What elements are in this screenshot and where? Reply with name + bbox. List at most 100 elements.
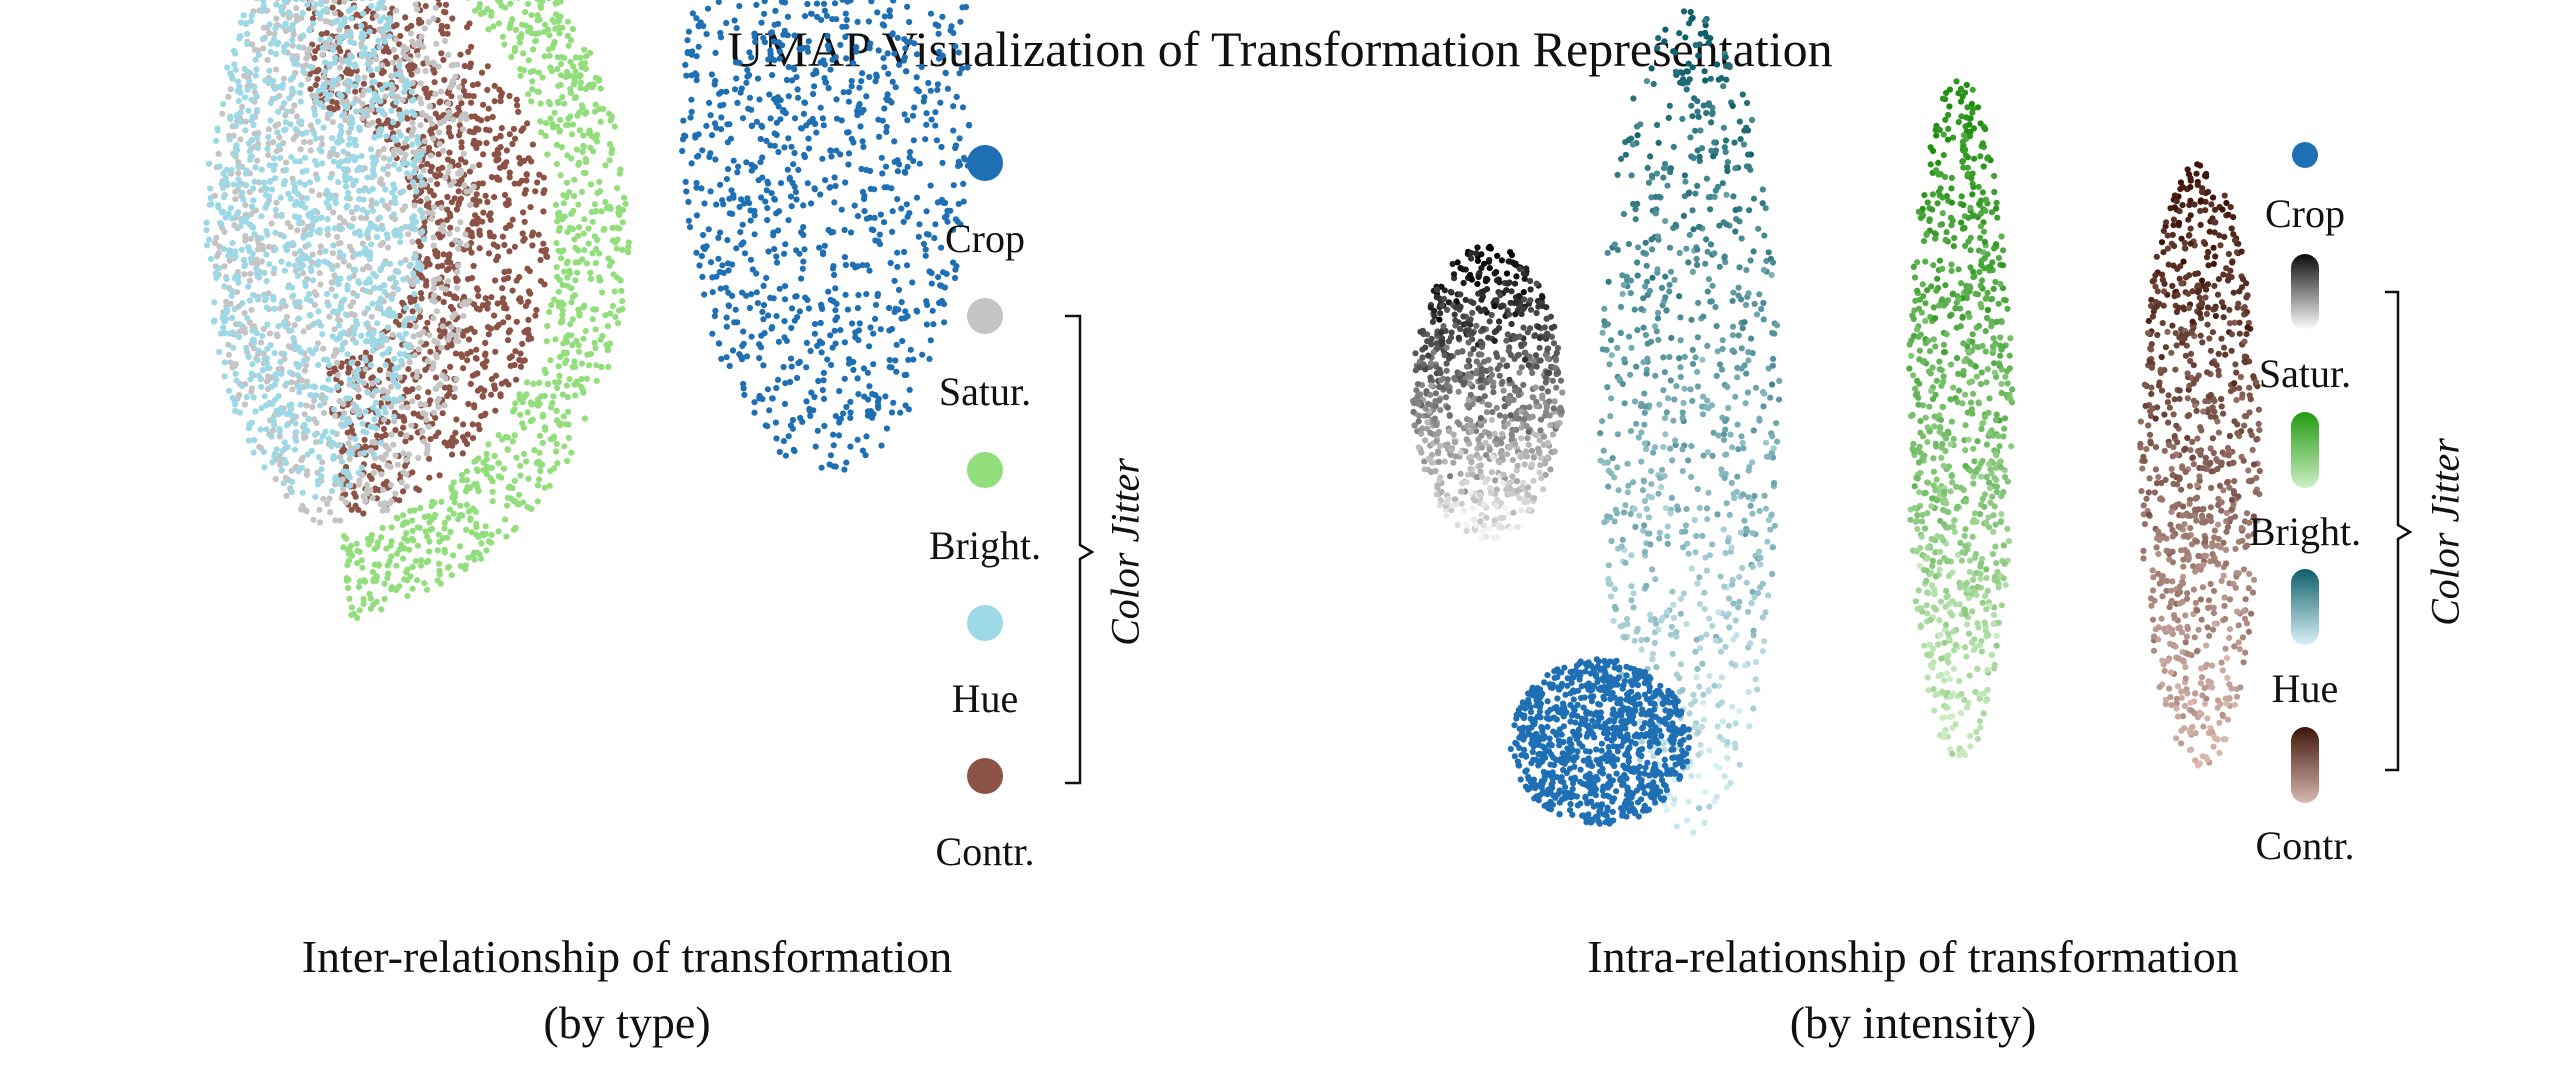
- umap-point: [433, 40, 440, 47]
- umap-point: [473, 355, 480, 362]
- umap-point: [384, 171, 391, 178]
- umap-point: [232, 407, 239, 414]
- umap-point: [390, 147, 397, 154]
- umap-point: [312, 82, 319, 89]
- umap-point: [374, 320, 381, 327]
- umap-point: [497, 93, 504, 100]
- umap-point: [425, 423, 432, 430]
- umap-point: [409, 141, 416, 148]
- umap-point: [332, 517, 339, 524]
- umap-point: [354, 547, 361, 554]
- umap-point: [241, 65, 248, 72]
- umap-point: [536, 379, 543, 386]
- umap-point: [404, 537, 411, 544]
- umap-point: [219, 313, 226, 320]
- umap-point: [359, 420, 366, 427]
- umap-point: [483, 547, 490, 554]
- umap-point: [262, 295, 269, 302]
- umap-point: [558, 144, 566, 151]
- umap-point: [548, 404, 555, 411]
- umap-point: [417, 198, 424, 205]
- umap-point: [325, 302, 332, 309]
- umap-point: [354, 76, 361, 84]
- umap-point: [538, 129, 545, 136]
- umap-point: [378, 126, 385, 133]
- umap-point: [785, 93, 792, 100]
- umap-point: [342, 311, 349, 318]
- umap-point: [582, 328, 589, 335]
- umap-point: [561, 100, 568, 107]
- umap-point: [386, 346, 393, 353]
- umap-point: [517, 65, 524, 73]
- umap-point: [272, 371, 279, 378]
- umap-point: [254, 106, 261, 114]
- umap-point: [541, 484, 548, 491]
- umap-point: [250, 197, 257, 204]
- umap-point: [408, 422, 415, 429]
- umap-point: [453, 112, 460, 119]
- umap-point: [297, 384, 304, 391]
- umap-point: [513, 96, 520, 103]
- umap-point: [516, 154, 523, 161]
- umap-point: [378, 534, 385, 541]
- umap-point: [589, 218, 596, 225]
- umap-point: [243, 344, 250, 351]
- umap-point: [483, 450, 490, 458]
- umap-point: [352, 339, 359, 346]
- umap-point: [693, 249, 700, 256]
- umap-point: [483, 126, 490, 133]
- umap-point: [842, 10, 849, 17]
- umap-point: [537, 4, 545, 11]
- umap-point: [411, 41, 418, 49]
- umap-point: [307, 63, 314, 70]
- umap-point: [212, 269, 219, 276]
- umap-point: [369, 347, 376, 354]
- umap-point: [473, 524, 480, 531]
- umap-point: [315, 66, 322, 74]
- umap-point: [545, 98, 552, 105]
- umap-point: [557, 353, 564, 360]
- umap-point: [417, 207, 424, 214]
- umap-point: [320, 8, 327, 15]
- umap-point: [404, 388, 411, 395]
- umap-point: [321, 409, 328, 417]
- umap-point: [564, 229, 571, 236]
- umap-point: [536, 432, 544, 439]
- umap-point: [319, 331, 326, 338]
- umap-point: [424, 160, 431, 168]
- umap-point: [344, 561, 351, 569]
- umap-point: [342, 103, 349, 110]
- umap-point: [517, 295, 524, 302]
- umap-point: [922, 136, 929, 143]
- umap-point: [489, 113, 496, 121]
- umap-point: [571, 381, 578, 388]
- umap-point: [556, 276, 563, 284]
- umap-point: [240, 12, 247, 19]
- umap-point: [423, 278, 430, 285]
- umap-point: [207, 185, 214, 192]
- umap-point: [434, 397, 441, 405]
- umap-point: [885, 70, 892, 77]
- umap-point: [353, 371, 360, 378]
- umap-point: [283, 422, 291, 429]
- umap-point: [375, 37, 382, 44]
- umap-point: [469, 435, 477, 442]
- umap-point: [243, 167, 250, 174]
- umap-point: [384, 310, 391, 317]
- umap-point: [241, 401, 248, 408]
- umap-point: [955, 200, 962, 207]
- umap-point: [574, 269, 581, 276]
- umap-point: [529, 78, 536, 85]
- umap-point: [889, 78, 896, 85]
- umap-point: [467, 325, 474, 332]
- umap-point: [416, 95, 424, 102]
- umap-point: [582, 156, 589, 163]
- umap-point: [393, 562, 400, 569]
- umap-point: [290, 135, 297, 143]
- umap-point: [535, 231, 542, 238]
- umap-point: [362, 366, 369, 373]
- umap-point: [724, 260, 732, 267]
- umap-point: [955, 49, 962, 56]
- umap-point: [456, 84, 463, 91]
- umap-point: [370, 463, 377, 470]
